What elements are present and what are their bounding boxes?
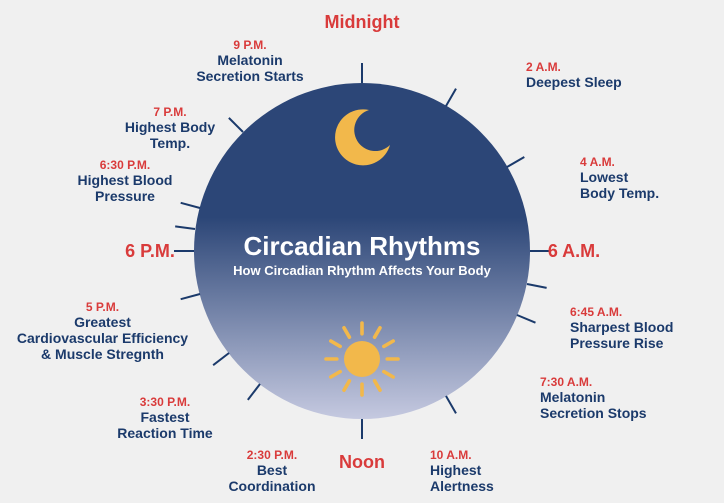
event-label: 4 A.M.Lowest Body Temp. [580,155,710,201]
event-time: 10 A.M. [430,448,550,462]
clock-tick [445,88,457,106]
event-time: 9 P.M. [175,38,325,52]
event-time: 5 P.M. [10,300,195,314]
event-label: 6:45 A.M.Sharpest Blood Pressure Rise [570,305,720,351]
event-label: 5 P.M.Greatest Cardiovascular Efficiency… [10,300,195,362]
event-time: 2:30 P.M. [212,448,332,462]
cardinal-right: 6 A.M. [514,241,634,262]
cardinal-top: Midnight [302,12,422,33]
clock-tick [445,396,457,414]
event-label: 2:30 P.M.Best Coordination [212,448,332,494]
title-sub: How Circadian Rhythm Affects Your Body [194,263,530,278]
event-label: 2 A.M.Deepest Sleep [526,60,686,90]
event-desc: Deepest Sleep [526,74,686,90]
event-desc: Sharpest Blood Pressure Rise [570,319,720,351]
event-label: 3:30 P.M.Fastest Reaction Time [100,395,230,441]
clock-tick [361,63,363,83]
event-desc: Highest Body Temp. [105,119,235,151]
sun-icon [317,314,407,404]
event-label: 7:30 A.M.Melatonin Secretion Stops [540,375,700,421]
clock-tick [361,419,363,439]
event-label: 10 A.M.Highest Alertness [430,448,550,494]
cardinal-left: 6 P.M. [90,241,210,262]
moon-icon [327,103,397,173]
event-desc: Best Coordination [212,462,332,494]
event-desc: Highest Alertness [430,462,550,494]
event-desc: Lowest Body Temp. [580,169,710,201]
event-desc: Greatest Cardiovascular Efficiency & Mus… [10,314,195,362]
event-time: 6:30 P.M. [55,158,195,172]
event-label: 7 P.M.Highest Body Temp. [105,105,235,151]
clock-tick [247,384,261,401]
clock-tick [212,352,229,366]
clock-tick [527,283,547,289]
event-time: 6:45 A.M. [570,305,720,319]
clock-tick [517,314,536,324]
event-time: 2 A.M. [526,60,686,74]
clock-tick [507,156,525,168]
event-label: 6:30 P.M.Highest Blood Pressure [55,158,195,204]
event-time: 7 P.M. [105,105,235,119]
title-main: Circadian Rhythms [194,231,530,262]
event-time: 7:30 A.M. [540,375,700,389]
event-time: 4 A.M. [580,155,710,169]
event-label: 9 P.M.Melatonin Secretion Starts [175,38,325,84]
clock-tick [175,225,195,230]
event-desc: Fastest Reaction Time [100,409,230,441]
event-desc: Melatonin Secretion Stops [540,389,700,421]
event-desc: Highest Blood Pressure [55,172,195,204]
event-time: 3:30 P.M. [100,395,230,409]
event-desc: Melatonin Secretion Starts [175,52,325,84]
